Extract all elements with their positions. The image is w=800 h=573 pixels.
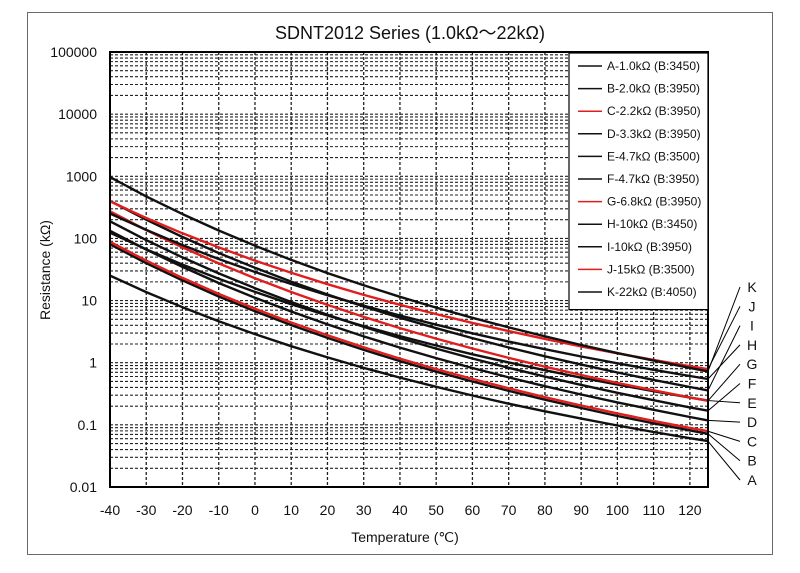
leader-line-H (707, 344, 741, 380)
series-line-H (109, 212, 709, 381)
x-tick-label: 40 (392, 502, 408, 518)
x-tick-label: 10 (283, 502, 299, 518)
end-label-J: J (749, 298, 756, 314)
x-tick-label: -40 (100, 502, 120, 518)
series-line-C (109, 240, 709, 433)
y-tick-label: 0.01 (70, 479, 97, 495)
y-tick-label: 10 (81, 293, 97, 309)
x-tick-label: -20 (172, 502, 192, 518)
legend-label-G: G-6.8kΩ (B:3950) (607, 195, 701, 209)
x-tick-label: -10 (209, 502, 229, 518)
legend-label-E: E-4.7kΩ (B:3500) (607, 149, 700, 163)
leader-line-F (707, 383, 741, 412)
leader-line-K (707, 286, 741, 372)
y-tick-label: 100000 (50, 44, 97, 60)
end-label-H: H (747, 337, 757, 353)
leader-line-I (707, 325, 741, 391)
chart-title: SDNT2012 Series (1.0kΩ～22kΩ) (275, 23, 545, 43)
legend-label-B: B-2.0kΩ (B:3950) (607, 82, 700, 96)
series-line-I (109, 199, 709, 392)
series-line-D (109, 229, 709, 422)
x-tick-label: 60 (465, 502, 481, 518)
end-label-D: D (747, 414, 757, 430)
y-axis-ticks: 100000 10000 1000 100 10 1 0.1 0.01 (50, 44, 97, 495)
legend-label-C: C-2.2kΩ (B:3950) (607, 104, 701, 118)
y-tick-label: 1000 (66, 168, 97, 184)
end-label-I: I (750, 318, 754, 334)
x-tick-label: 50 (428, 502, 444, 518)
legend-label-K: K-22kΩ (B:4050) (607, 285, 697, 299)
y-axis-title: Resistance (kΩ) (37, 220, 53, 320)
leader-line-C (707, 430, 741, 442)
x-axis-title: Temperature (℃) (351, 529, 459, 545)
legend-label-H: H-10kΩ (B:3450) (607, 217, 697, 231)
leader-line-G (707, 363, 741, 402)
x-axis-ticks: -40 -30 -20 -10 0 10 20 30 40 50 60 70 80 90 100 110 120 (100, 502, 702, 518)
end-label-E: E (747, 395, 756, 411)
leader-line-A (707, 440, 741, 481)
leader-line-J (707, 306, 741, 370)
y-tick-label: 10000 (58, 106, 97, 122)
x-tick-label: 110 (642, 502, 665, 518)
y-tick-label: 1 (89, 355, 97, 371)
series-line-K (109, 176, 709, 373)
x-tick-label: -30 (136, 502, 156, 518)
series-line-E (109, 231, 709, 402)
legend-label-D: D-3.3kΩ (B:3950) (607, 127, 701, 141)
series-line-B (109, 243, 709, 435)
leader-line-E (707, 400, 741, 404)
x-tick-label: 30 (356, 502, 372, 518)
x-tick-label: 90 (573, 502, 589, 518)
legend-label-J: J-15kΩ (B:3500) (607, 262, 695, 276)
series-line-A (109, 274, 709, 443)
chart-frame (27, 12, 773, 555)
end-label-G: G (747, 356, 758, 372)
legend: A-1.0kΩ (B:3450) B-2.0kΩ (B:3950) C-2.2kΩ … (568, 52, 709, 311)
legend-box (568, 52, 709, 311)
y-tick-label: 100 (74, 230, 98, 246)
series-lines (109, 176, 709, 443)
legend-label-F: F-4.7kΩ (B:3950) (607, 172, 699, 186)
end-label-C: C (747, 433, 757, 449)
y-tick-label: 0.1 (78, 417, 98, 433)
x-tick-label: 0 (251, 502, 259, 518)
x-tick-label: 80 (537, 502, 553, 518)
series-line-G (109, 210, 709, 402)
end-label-B: B (747, 453, 756, 469)
series-line-F (109, 220, 709, 412)
legend-label-A: A-1.0kΩ (B:3450) (607, 59, 700, 73)
legend-label-I: I-10kΩ (B:3950) (607, 240, 692, 254)
x-tick-label: 20 (320, 502, 336, 518)
end-label-A: A (747, 472, 757, 488)
x-tick-label: 100 (606, 502, 630, 518)
leader-line-B (707, 433, 741, 462)
end-label-K: K (747, 279, 757, 295)
x-tick-label: 120 (678, 502, 702, 518)
leader-line-D (707, 419, 741, 423)
x-tick-label: 70 (501, 502, 517, 518)
end-label-F: F (748, 376, 757, 392)
